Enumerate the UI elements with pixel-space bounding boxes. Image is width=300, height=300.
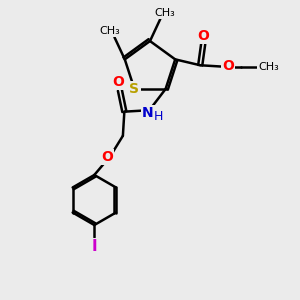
Text: S: S <box>129 82 140 96</box>
Text: CH₃: CH₃ <box>154 8 175 18</box>
Text: O: O <box>222 59 234 73</box>
Text: H: H <box>154 110 163 123</box>
Text: N: N <box>142 106 154 120</box>
Text: I: I <box>92 239 97 254</box>
Text: O: O <box>197 29 209 43</box>
Text: CH₃: CH₃ <box>258 62 279 72</box>
Text: O: O <box>112 75 124 89</box>
Text: CH₃: CH₃ <box>100 26 120 36</box>
Text: O: O <box>101 150 113 164</box>
